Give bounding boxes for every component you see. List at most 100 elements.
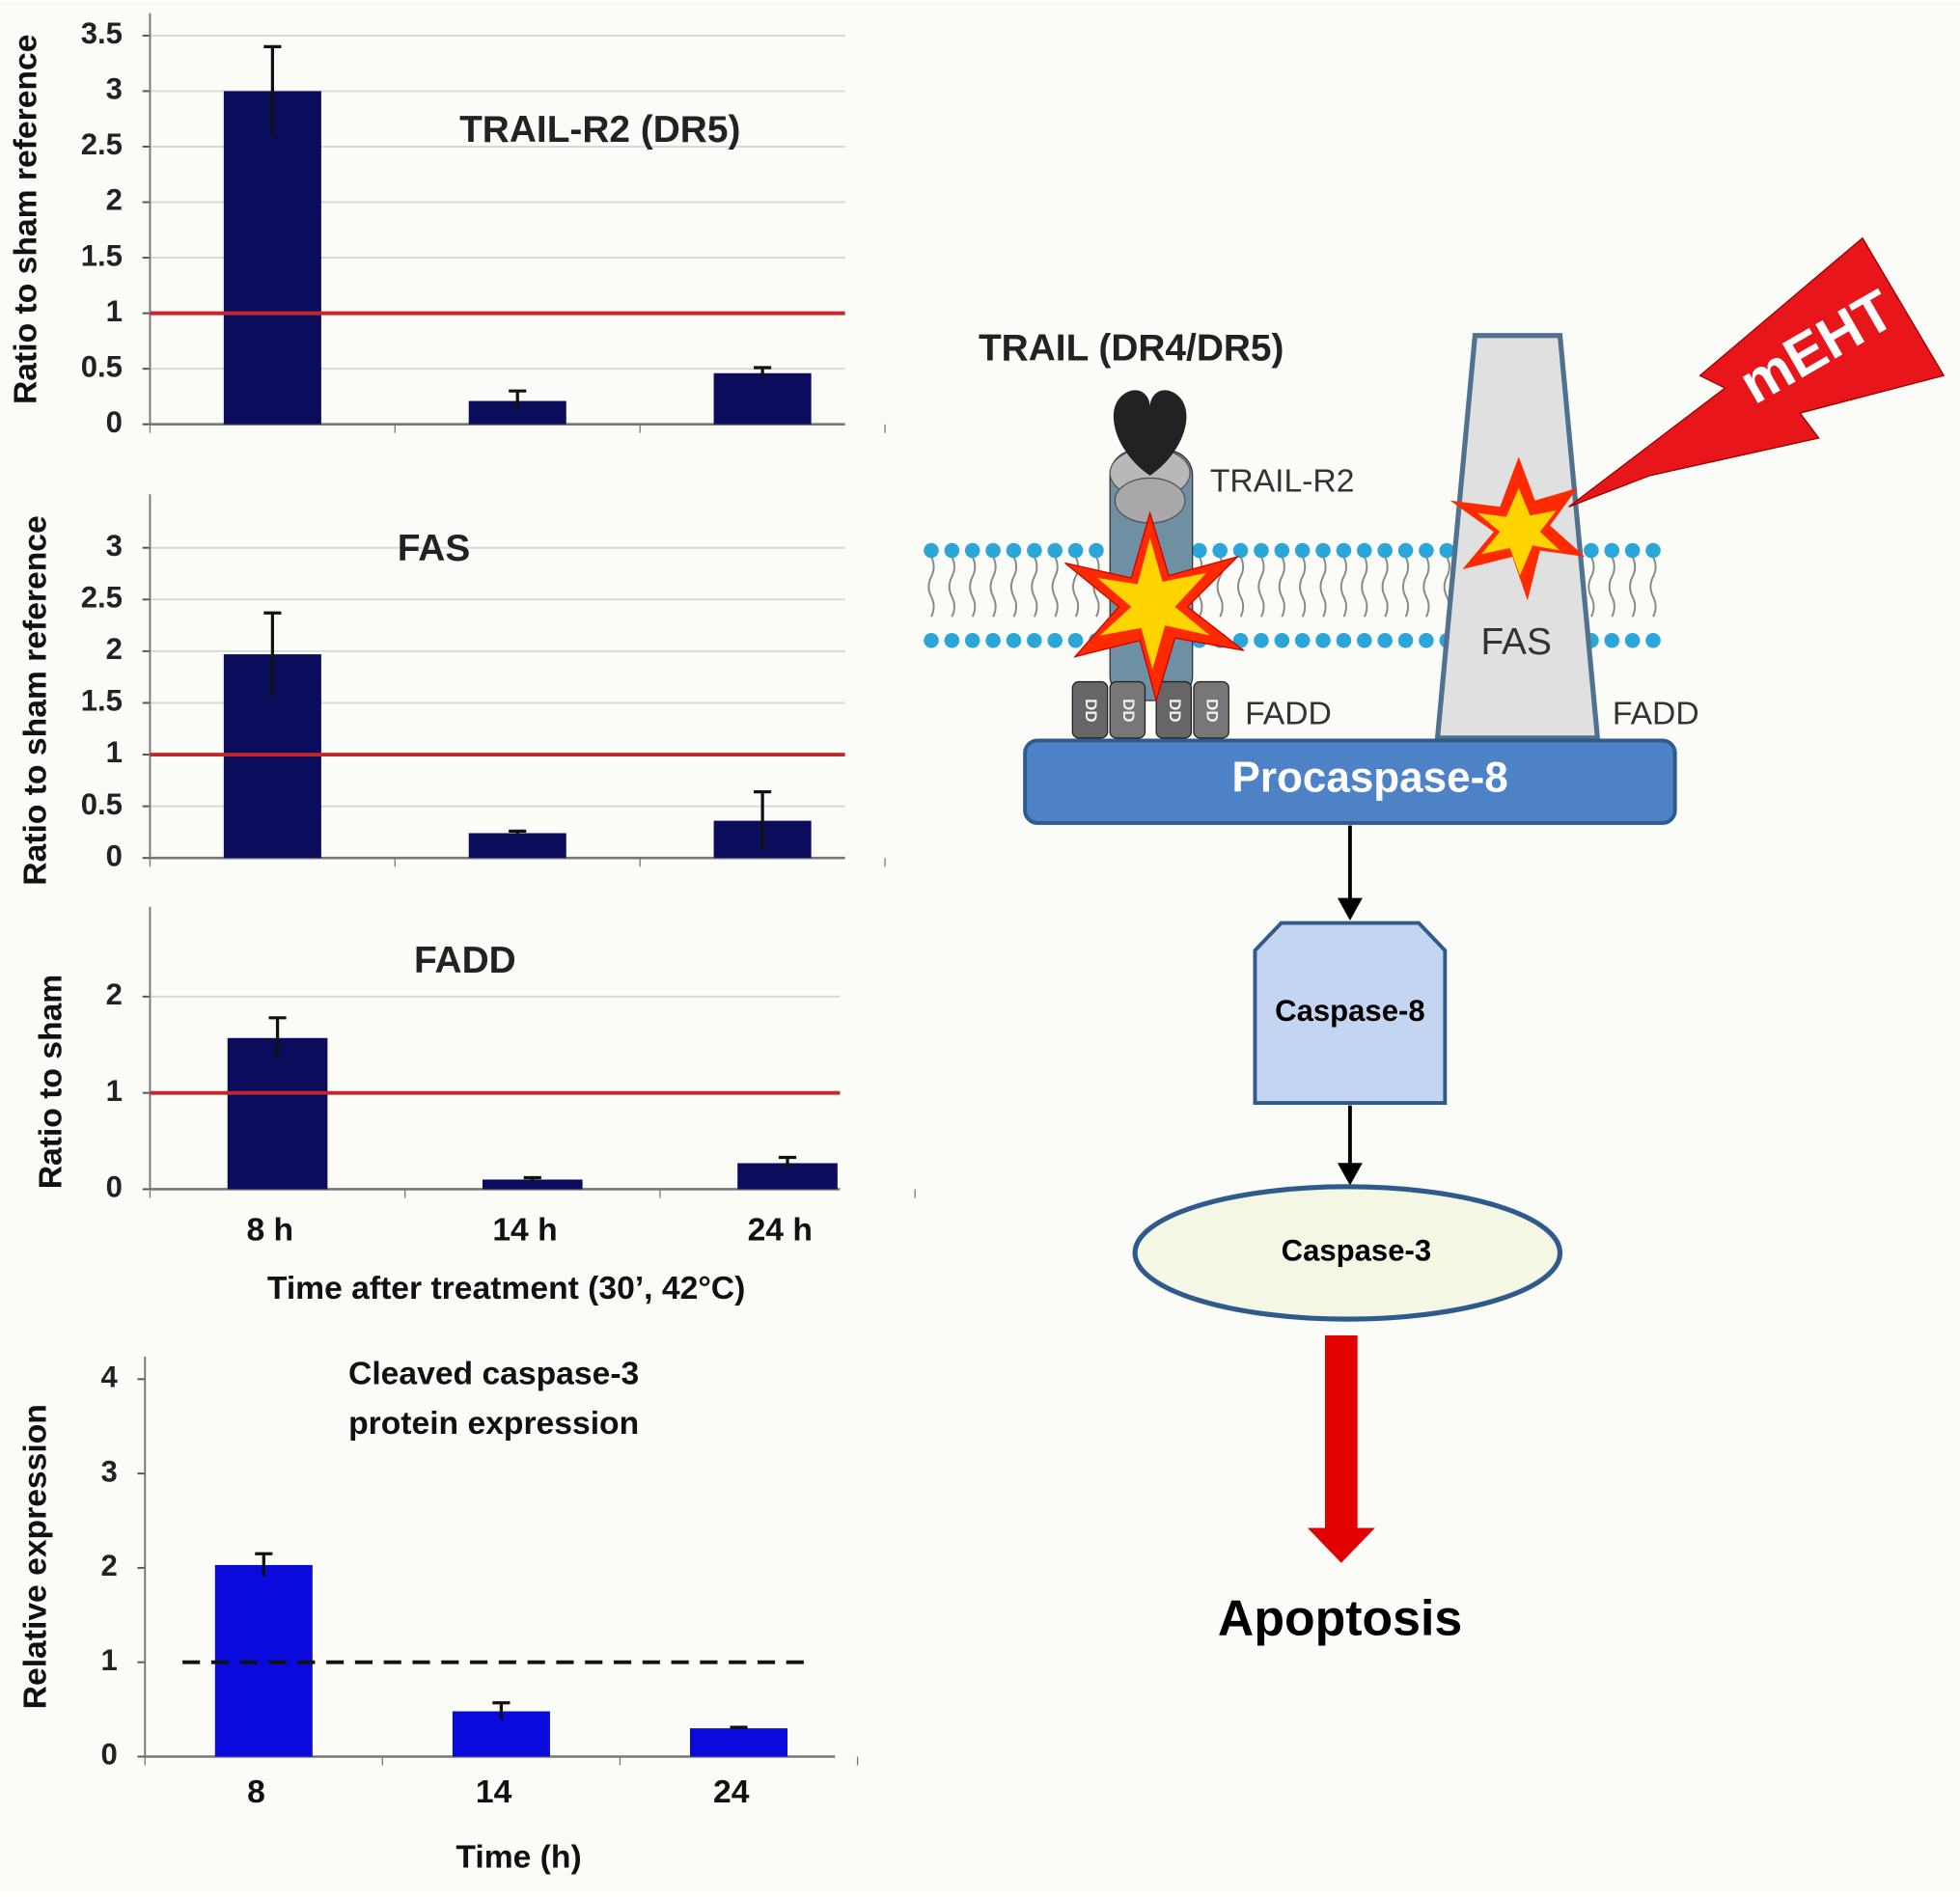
y-tick-label: 2 xyxy=(106,183,123,217)
chart-title: FADD xyxy=(414,940,516,981)
membrane xyxy=(924,542,1661,648)
chart-title: Cleaved caspase-3 xyxy=(348,1356,639,1391)
lipid-head xyxy=(1624,542,1641,559)
lipid-head xyxy=(924,633,939,648)
y-tick-label: 1.5 xyxy=(81,238,123,272)
y-tick-label: 1 xyxy=(106,1074,123,1108)
lipid-tail xyxy=(948,556,955,618)
error-bar xyxy=(509,829,527,836)
lipid-head xyxy=(1584,542,1599,559)
dd-label: DD xyxy=(1119,699,1138,722)
arrowhead xyxy=(1337,1163,1363,1186)
lipid-tail xyxy=(1278,556,1285,618)
y-tick-label: 0.5 xyxy=(81,787,123,821)
lipid-head xyxy=(1006,542,1022,559)
caspase8-box xyxy=(1253,921,1448,1106)
red-arrow xyxy=(1307,1334,1375,1563)
y-tick-label: 2 xyxy=(106,977,123,1011)
error-bar xyxy=(754,366,772,379)
lipid-head xyxy=(1645,633,1661,648)
trail-label: TRAIL (DR4/DR5) xyxy=(979,328,1284,370)
fas-label: FAS xyxy=(1480,621,1551,663)
lipid-head xyxy=(964,633,980,648)
error-bar xyxy=(523,1175,541,1182)
lipid-head xyxy=(1336,633,1352,648)
lipid-head xyxy=(1274,542,1290,559)
y-tick-label: 0 xyxy=(106,839,123,872)
bar xyxy=(482,1179,583,1190)
chart-title: TRAIL-R2 (DR5) xyxy=(459,109,740,151)
x-axis-label: Time after treatment (30’, 42°C) xyxy=(267,1271,745,1306)
caspase8-label: Caspase-8 xyxy=(1275,994,1424,1028)
y-tick-label: 3 xyxy=(100,1454,117,1488)
error-bar xyxy=(268,1016,287,1058)
lipid-head xyxy=(1604,633,1620,648)
lipid-tail xyxy=(1649,556,1657,618)
lipid-tail xyxy=(1009,556,1018,618)
lipid-tail xyxy=(1422,556,1430,618)
lipid-tail xyxy=(1339,556,1347,618)
lipid-tail xyxy=(1629,556,1637,618)
lipid-head xyxy=(924,542,939,559)
lipid-head xyxy=(1357,633,1372,648)
y-tick-label: 0 xyxy=(106,405,123,439)
lipid-head xyxy=(1067,633,1084,648)
lipid-head xyxy=(1254,633,1269,648)
lipid-head xyxy=(1336,542,1352,559)
lipid-tail xyxy=(1051,556,1059,618)
procaspase8-label: Procaspase-8 xyxy=(1231,755,1507,802)
y-tick-label: 1 xyxy=(100,1643,117,1677)
fadd-label: FADD xyxy=(1613,696,1699,731)
y-tick-label: 1.5 xyxy=(81,684,123,718)
lipid-head xyxy=(1439,542,1455,559)
lipid-head xyxy=(944,542,960,559)
bar xyxy=(227,1037,328,1190)
y-tick-label: 3 xyxy=(106,529,123,563)
x-axis-label: Time (h) xyxy=(455,1840,581,1876)
lipid-tail xyxy=(927,556,935,618)
lipid-tail xyxy=(1361,556,1368,618)
bar xyxy=(468,833,566,859)
lipid-head xyxy=(1377,542,1393,559)
bar xyxy=(223,91,321,425)
y-tick-label: 1 xyxy=(106,294,123,328)
caspase3-ellipse xyxy=(1132,1184,1563,1322)
lipid-tail xyxy=(1401,556,1410,618)
lipid-head xyxy=(1089,542,1104,559)
lipid-head xyxy=(1232,542,1249,559)
procaspase8-box xyxy=(1023,738,1677,825)
y-tick-label: 4 xyxy=(100,1361,118,1394)
meht-bolt xyxy=(1568,236,1946,508)
error-bar xyxy=(509,389,527,411)
y-tick-label: 2.5 xyxy=(81,580,123,614)
lipid-head xyxy=(1027,542,1042,559)
error-bar xyxy=(263,611,282,696)
lipid-tail xyxy=(1381,556,1389,618)
y-axis-label: Ratio to sham reference xyxy=(18,515,54,885)
dd-label: DD xyxy=(1203,699,1222,722)
y-tick-label: 0.5 xyxy=(81,349,123,383)
dd-blocks xyxy=(1071,680,1229,739)
lipid-head xyxy=(1315,542,1331,559)
bar xyxy=(713,372,812,425)
lipid-head xyxy=(1212,542,1228,559)
lipid-tail xyxy=(1237,556,1245,618)
lipid-head xyxy=(985,633,1001,648)
y-tick-label: 0 xyxy=(100,1738,117,1772)
y-axis-label: Ratio to sham xyxy=(33,975,69,1190)
x-tick-label: 8 h xyxy=(246,1212,293,1248)
arrowhead xyxy=(1337,897,1363,921)
explosion-core xyxy=(1477,487,1560,576)
lipid-head xyxy=(1604,542,1620,559)
bar xyxy=(214,1564,313,1757)
dd-label: DD xyxy=(1082,699,1100,722)
caspase3-label: Caspase-3 xyxy=(1282,1234,1431,1268)
lipid-head xyxy=(1067,542,1084,559)
lipid-tail xyxy=(1031,556,1038,618)
lipid-tail xyxy=(989,556,997,618)
y-tick-label: 3.5 xyxy=(81,16,123,50)
lipid-head xyxy=(1397,542,1414,559)
lipid-head xyxy=(1377,633,1393,648)
